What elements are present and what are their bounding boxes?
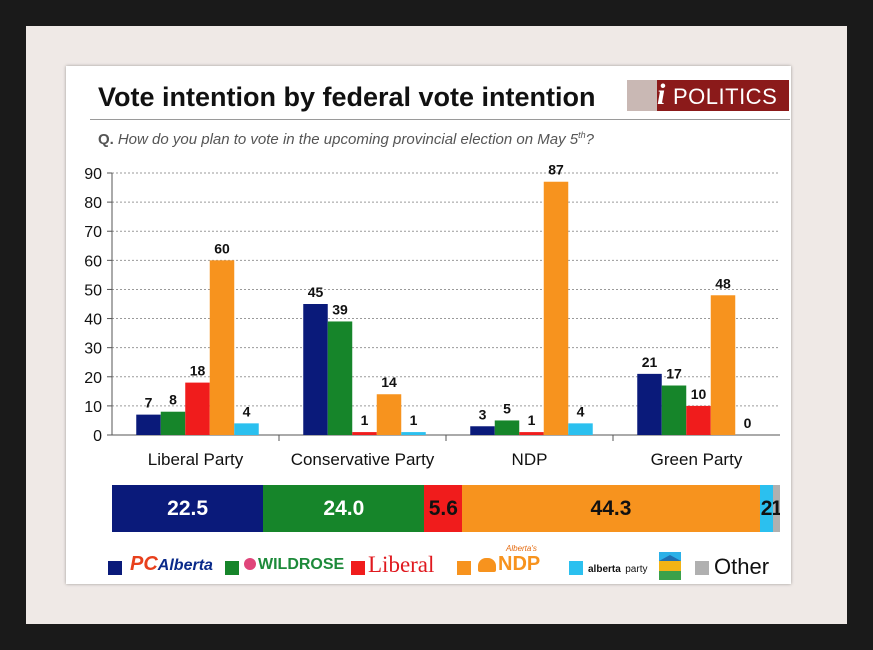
legend: PCAlberta WILDROSE Liberal Alberta's NDP…	[108, 544, 788, 582]
bar	[352, 432, 377, 435]
chart-title: Vote intention by federal vote intention	[98, 82, 596, 112]
data-label: 3	[479, 406, 487, 422]
logo-text: POLITICS	[673, 84, 778, 109]
pc-logo-prefix: PC	[130, 553, 158, 575]
stacked-segment: 1	[773, 485, 780, 532]
data-label: 4	[243, 403, 251, 419]
data-label: 1	[361, 412, 369, 428]
bar	[234, 423, 259, 435]
data-label: 1	[410, 412, 418, 428]
data-label: 10	[691, 386, 707, 402]
data-label: 21	[642, 354, 658, 370]
stacked-segment: 2	[759, 485, 774, 532]
ndp-logo-text: NDP	[498, 553, 541, 575]
ndp-leaf-icon	[478, 558, 496, 572]
bar	[519, 432, 544, 435]
stacked-segment: 44.3	[462, 485, 760, 532]
bar	[470, 426, 495, 435]
data-label: 60	[214, 240, 230, 256]
logo-emblem-icon	[627, 80, 657, 111]
logo-letter: i	[657, 80, 666, 111]
legend-pc-alberta-logo: PCAlberta	[130, 553, 213, 576]
wildrose-logo-text: WILDROSE	[258, 556, 345, 573]
bar	[136, 414, 161, 435]
bar	[661, 385, 687, 435]
legend-wildrose-logo: WILDROSE	[244, 556, 344, 574]
x-category-label: Liberal Party	[148, 450, 244, 469]
y-tick-label: 10	[84, 399, 102, 416]
bar	[209, 260, 235, 435]
y-tick-label: 20	[84, 370, 102, 387]
bar	[686, 405, 711, 435]
bar	[160, 411, 186, 435]
y-tick-label: 30	[84, 341, 102, 358]
legend-other-label: Other	[714, 554, 770, 579]
legend-alberta-party-logo: alberta party	[588, 559, 647, 577]
question-text: How do you plan to vote in the upcoming …	[117, 131, 579, 148]
bar	[185, 382, 210, 435]
data-label: 1	[528, 412, 536, 428]
data-label: 87	[548, 162, 564, 178]
question-end: ?	[585, 131, 594, 148]
survey-question: Q. How do you plan to vote in the upcomin…	[98, 130, 594, 148]
x-category-label: Green Party	[651, 450, 743, 469]
x-category-label: Conservative Party	[291, 450, 435, 469]
bar	[710, 295, 736, 435]
data-label: 4	[577, 403, 585, 419]
wildrose-flower-icon	[244, 558, 256, 570]
data-label: 7	[145, 395, 153, 411]
y-tick-label: 50	[84, 282, 102, 299]
legend-ndp-logo: Alberta's NDP	[474, 544, 554, 578]
title-divider	[90, 119, 790, 120]
data-label: 48	[715, 275, 731, 291]
y-tick-label: 40	[84, 312, 102, 329]
alberta-party-suffix: party	[625, 564, 648, 575]
data-label: 17	[666, 366, 682, 382]
question-label: Q.	[98, 131, 114, 148]
stacked-segment: 5.6	[424, 485, 463, 532]
bar	[494, 420, 520, 435]
legend-swatch-alberta-party	[569, 561, 583, 575]
bar	[376, 394, 402, 435]
alberta-party-emblem-icon	[659, 552, 681, 580]
legend-swatch-other	[695, 561, 709, 575]
y-tick-label: 80	[84, 195, 102, 212]
legend-swatch-pc	[108, 561, 122, 575]
data-label: 14	[381, 374, 397, 390]
stacked-bar-overall: 22.5 24.0 5.6 44.3 2 1	[112, 485, 780, 532]
legend-swatch-liberal	[351, 561, 365, 575]
data-label: 45	[308, 284, 324, 300]
alberta-party-text: alberta	[588, 564, 621, 575]
stacked-segment: 22.5	[112, 485, 264, 532]
data-label: 0	[744, 415, 752, 431]
y-tick-label: 90	[84, 166, 102, 183]
bar	[303, 304, 328, 435]
data-label: 5	[503, 400, 511, 416]
y-tick-label: 70	[84, 224, 102, 241]
ndp-logo-small: Alberta's	[506, 544, 537, 553]
bar	[568, 423, 593, 435]
pc-logo-suffix: Alberta	[157, 557, 213, 574]
bar	[543, 181, 569, 435]
emblem-svg	[659, 552, 681, 580]
bar	[401, 432, 426, 435]
bar	[637, 373, 662, 435]
x-category-label: NDP	[512, 450, 548, 469]
y-tick-label: 0	[93, 428, 102, 445]
question-superscript: th	[578, 130, 586, 140]
ipolitics-logo: i POLITICS	[627, 80, 789, 111]
data-label: 39	[332, 301, 348, 317]
bar	[327, 321, 353, 435]
data-label: 8	[169, 392, 177, 408]
stacked-segment: 24.0	[263, 485, 425, 532]
legend-swatch-wildrose	[225, 561, 239, 575]
legend-liberal-logo: Liberal	[368, 552, 435, 577]
data-label: 18	[190, 363, 206, 379]
y-tick-label: 60	[84, 253, 102, 270]
legend-swatch-ndp	[457, 561, 471, 575]
